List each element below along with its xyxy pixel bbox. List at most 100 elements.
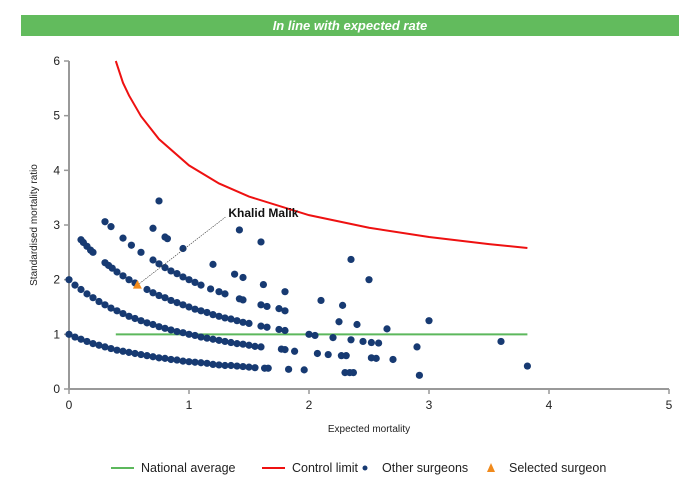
status-banner: In line with expected rate (21, 15, 679, 36)
x-tick-label: 5 (666, 398, 673, 412)
other-surgeon-point (161, 354, 169, 362)
y-tick-label: 6 (53, 54, 60, 68)
x-tick-label: 1 (186, 398, 193, 412)
other-surgeon-point (113, 346, 121, 354)
other-surgeon-point (161, 324, 169, 332)
other-surgeon-point (235, 226, 243, 234)
other-surgeon-point (497, 337, 505, 346)
other-surgeon-point (119, 234, 127, 242)
other-surgeon-point (353, 320, 361, 329)
legend-other-surgeons: Other surgeons (382, 461, 468, 475)
other-surgeon-point (149, 224, 157, 232)
legend-control-limit: Control limit (292, 461, 359, 475)
other-surgeon-point (264, 364, 272, 372)
x-tick-label: 4 (546, 398, 553, 412)
other-surgeon-point (239, 362, 247, 371)
other-surgeon-point (215, 288, 223, 296)
other-surgeon-point (155, 260, 163, 268)
y-tick-label: 5 (53, 109, 60, 123)
other-surgeon-point (251, 342, 259, 350)
other-surgeon-point (347, 255, 355, 264)
other-surgeon-point (245, 363, 253, 371)
other-surgeon-point (137, 317, 145, 325)
y-tick-label: 0 (53, 382, 60, 396)
legend-other-surgeons-swatch (362, 465, 368, 471)
other-surgeon-point (263, 323, 271, 331)
other-surgeon-point (257, 322, 265, 330)
y-axis-label: Standardised mortality ratio (29, 164, 40, 286)
other-surgeon-point (275, 305, 283, 313)
other-surgeon-point (89, 248, 97, 256)
other-surgeon-point (231, 270, 239, 278)
other-surgeon-point (83, 290, 91, 298)
other-surgeon-point (239, 296, 247, 304)
other-surgeon-point (311, 331, 319, 340)
legend-selected-surgeon-swatch (487, 463, 495, 472)
other-surgeon-point (257, 301, 265, 309)
other-surgeon-point (383, 325, 391, 333)
other-surgeon-point (335, 318, 343, 326)
other-surgeon-point (215, 312, 223, 320)
other-surgeon-point (257, 343, 265, 351)
other-surgeon-point (107, 223, 115, 231)
other-surgeon-point (313, 349, 321, 358)
other-surgeon-point (95, 297, 103, 306)
control-limit-line (114, 60, 528, 249)
other-surgeon-point (281, 346, 289, 354)
other-surgeon-point (275, 325, 283, 334)
other-surgeon-point (131, 314, 139, 323)
other-surgeon-point (233, 362, 241, 370)
other-surgeon-point (281, 288, 289, 296)
y-tick-label: 1 (53, 327, 60, 341)
legend-selected-surgeon: Selected surgeon (509, 461, 606, 475)
other-surgeon-point (185, 303, 193, 311)
other-surgeon-point (281, 307, 289, 315)
other-surgeon-point (143, 352, 151, 360)
other-surgeon-point (179, 329, 187, 337)
other-surgeon-point (77, 285, 85, 294)
other-surgeon-point (359, 337, 367, 346)
other-surgeon-point (119, 309, 127, 318)
other-surgeon-point (101, 343, 109, 351)
other-surgeon-point (155, 197, 163, 205)
other-surgeon-point (197, 359, 205, 367)
other-surgeon-point (203, 308, 211, 317)
other-surgeon-point (179, 244, 187, 253)
other-surgeon-point (523, 362, 532, 370)
x-tick-label: 2 (306, 398, 313, 412)
y-tick-label: 4 (53, 163, 60, 177)
other-surgeon-point (125, 348, 133, 356)
other-surgeon-point (179, 357, 187, 365)
other-surgeon-point (163, 235, 171, 243)
other-surgeon-point (209, 335, 217, 343)
other-surgeon-point (107, 344, 115, 353)
other-surgeon-point (65, 276, 73, 284)
other-surgeon-point (167, 326, 175, 334)
other-surgeon-point (317, 296, 325, 305)
other-surgeon-point (221, 337, 229, 346)
other-surgeon-point (137, 350, 145, 359)
other-surgeon-point (101, 301, 109, 309)
other-surgeon-point (161, 264, 169, 272)
other-surgeon-point (233, 340, 241, 348)
legend-national-average: National average (141, 461, 236, 475)
other-surgeon-point (239, 273, 247, 282)
other-surgeon-point (415, 371, 423, 379)
other-surgeon-point (389, 355, 397, 364)
other-surgeon-point (179, 301, 187, 309)
other-surgeon-point (239, 340, 247, 348)
other-surgeon-point (95, 341, 103, 349)
other-surgeon-point (108, 264, 116, 272)
other-surgeon-point (251, 364, 259, 372)
other-surgeon-point (245, 341, 253, 349)
other-surgeon-point (349, 369, 357, 377)
other-surgeon-point (167, 267, 175, 275)
other-surgeon-point (191, 331, 199, 340)
other-surgeon-point (149, 320, 157, 329)
other-surgeon-point (227, 338, 235, 347)
other-surgeon-point (209, 311, 217, 319)
other-surgeon-point (324, 350, 332, 359)
other-surgeon-point (263, 302, 271, 311)
other-surgeon-point (281, 326, 289, 335)
